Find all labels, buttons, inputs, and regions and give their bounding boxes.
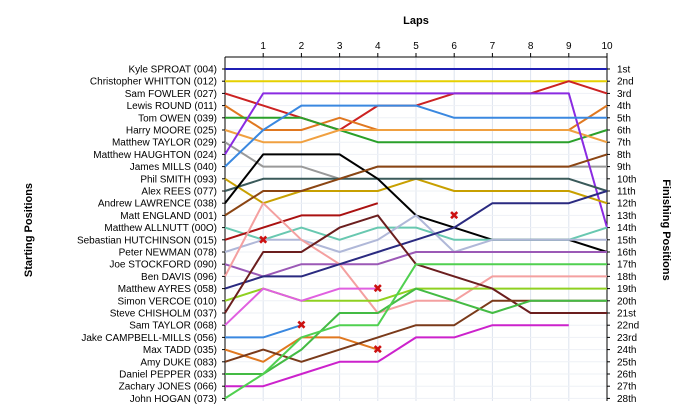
finishing-position-label: 13th: [617, 211, 636, 222]
series-line: [224, 153, 608, 217]
series-line: [224, 92, 608, 228]
finishing-position-label: 1st: [617, 65, 631, 76]
retirement-marker: ✖: [373, 343, 383, 357]
finishing-position-label: 9th: [617, 162, 631, 173]
starting-position-label: Sam FOWLER (027): [125, 89, 217, 100]
finishing-position-label: 21st: [617, 309, 636, 320]
starting-position-label: Sam TAYLOR (068): [129, 321, 217, 332]
retirement-markers: ✖ ✖ ✖ ✖ ✖: [258, 208, 459, 356]
starting-position-label: Peter NEWMAN (078): [119, 248, 217, 259]
starting-position-label: James MILLS (040): [130, 162, 217, 173]
left-axis-title: Starting Positions: [23, 183, 35, 277]
starting-position-label: John HOGAN (073): [130, 394, 217, 405]
series-line: [224, 251, 607, 278]
retirement-marker: ✖: [373, 282, 383, 296]
finishing-position-label: 6th: [617, 126, 631, 137]
finishing-position-label: 20th: [617, 296, 636, 307]
x-tick-label: 2: [299, 41, 305, 52]
series-line: [224, 129, 608, 144]
chart-title: Laps: [403, 15, 429, 27]
finishing-position-label: 27th: [617, 382, 636, 393]
series-line: [224, 202, 607, 314]
series-line: [224, 202, 379, 241]
finishing-position-label: 24th: [617, 345, 636, 356]
finishing-position-label: 12th: [617, 199, 636, 210]
finishing-position-label: 16th: [617, 248, 636, 259]
finishing-position-label: 7th: [617, 138, 631, 149]
x-tick-label: 8: [528, 41, 534, 52]
axes: [222, 53, 610, 401]
starting-position-label: Matthew ALLNUTT (00O): [104, 223, 217, 234]
series-line: [224, 177, 608, 192]
starting-position-label: Lewis ROUND (011): [127, 101, 217, 112]
x-tick-label: 5: [413, 41, 419, 52]
starting-position-label: Christopher WHITTON (012): [90, 77, 217, 88]
starting-position-label: Sebastian HUTCHINSON (015): [77, 235, 217, 246]
starting-position-label: Jake CAMPBELL-MILLS (056): [81, 333, 217, 344]
retirement-marker: ✖: [296, 318, 306, 332]
starting-position-label: Amy DUKE (083): [140, 357, 217, 368]
starting-position-label: Zachary JONES (066): [119, 382, 217, 393]
starting-position-label: Phil SMITH (093): [140, 174, 217, 185]
x-tick-label: 9: [566, 41, 572, 52]
x-tick-label: 3: [337, 41, 343, 52]
starting-position-label: Matthew TAYLOR (029): [112, 138, 217, 149]
starting-position-label: Daniel PEPPER (033): [119, 370, 217, 381]
starting-position-label: Simon VERCOE (010): [118, 296, 217, 307]
starting-position-label: Joe STOCKFORD (090): [109, 260, 217, 271]
starting-position-label: Kyle SPROAT (004): [128, 65, 217, 76]
starting-position-label: Ben DAVIS (096): [141, 272, 217, 283]
finishing-position-label: 26th: [617, 370, 636, 381]
finishing-position-label: 28th: [617, 394, 636, 405]
finishing-position-label: 22nd: [617, 321, 639, 332]
finishing-position-label: 5th: [617, 113, 631, 124]
x-tick-label: 10: [601, 41, 613, 52]
finishing-position-label: 17th: [617, 260, 636, 271]
finishing-position-label: 19th: [617, 284, 636, 295]
series-line: [224, 104, 607, 168]
series-line: [224, 214, 607, 253]
finishing-position-label: 25th: [617, 357, 636, 368]
finishing-position-label: 18th: [617, 272, 636, 283]
series-line: [224, 287, 378, 326]
finishing-position-label: 4th: [617, 101, 631, 112]
x-tick-label: 7: [490, 41, 496, 52]
starting-position-label: Tom OWEN (039): [138, 113, 217, 124]
finishing-position-label: 8th: [617, 150, 631, 161]
right-axis-title: Finishing Positions: [660, 179, 672, 280]
x-tick-label: 6: [451, 41, 457, 52]
series-line: [225, 324, 569, 388]
retirement-marker: ✖: [449, 208, 459, 222]
series-line: [224, 263, 607, 400]
starting-position-label: Alex REES (077): [141, 187, 217, 198]
series-line: [225, 287, 607, 375]
finishing-position-label: 23rd: [617, 333, 637, 344]
starting-position-label: Steve CHISHOLM (037): [110, 309, 217, 320]
starting-position-label: Andrew LAWRENCE (038): [98, 199, 217, 210]
finishing-position-label: 10th: [617, 174, 636, 185]
x-tick-label: 1: [260, 41, 266, 52]
series-lines: [224, 68, 608, 400]
finishing-position-label: 15th: [617, 235, 636, 246]
finishing-position-label: 11th: [617, 187, 636, 198]
retirement-marker: ✖: [258, 233, 268, 247]
starting-position-label: Matthew HAUGHTON (024): [93, 150, 217, 161]
starting-position-label: Matt ENGLAND (001): [120, 211, 217, 222]
starting-position-label: Max TADD (035): [143, 345, 217, 356]
labels: 1 2 3 4 5 6 7 8 9 10 Kyle SPROAT (004)Christopher …: [77, 41, 639, 405]
x-tick-label: 4: [375, 41, 381, 52]
starting-position-label: Harry MOORE (025): [126, 126, 217, 137]
finishing-position-label: 2nd: [617, 77, 634, 88]
finishing-position-label: 3rd: [617, 89, 631, 100]
finishing-position-label: 14th: [617, 223, 636, 234]
series-line: [225, 116, 608, 144]
series-line: [224, 190, 608, 290]
starting-position-label: Matthew AYRES (058): [118, 284, 217, 295]
series-line: [225, 324, 302, 339]
